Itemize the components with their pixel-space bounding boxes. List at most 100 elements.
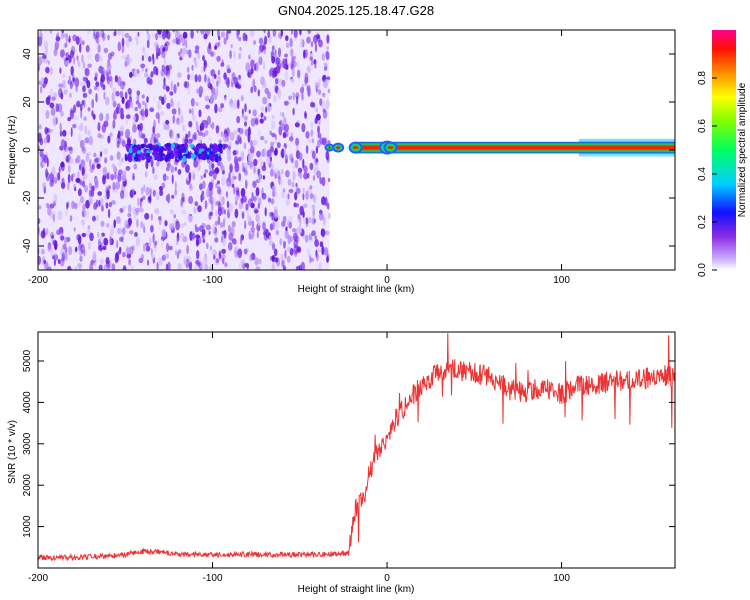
spectrogram-noise-cell	[44, 45, 49, 55]
spectrogram-noise-cell	[188, 120, 193, 128]
spectrogram-noise-cell	[241, 197, 244, 205]
spectrogram-noise-cell	[87, 225, 91, 230]
spectrogram-noise-cell	[81, 209, 87, 218]
spectrogram-noise-cell	[250, 146, 255, 154]
spectrogram-noise-cell	[68, 164, 71, 173]
spectrogram-noise-cell	[211, 51, 217, 57]
spectrogram-noise-cell	[267, 102, 271, 113]
spectrogram-noise-cell	[253, 158, 258, 167]
spectrogram-noise-cell	[127, 213, 131, 218]
spectrogram-noise-cell	[317, 89, 322, 96]
spectrogram-noise-cell	[176, 251, 180, 259]
spectrogram-signal-cell	[127, 155, 132, 160]
spectrogram-noise-cell	[236, 31, 240, 39]
spectrogram-noise-cell	[58, 166, 61, 174]
spectrogram-signal-cell	[124, 153, 128, 160]
spectrogram-noise-cell	[62, 79, 66, 89]
snr-x-axis: -200 -100 0 100	[28, 332, 570, 584]
spectrogram-noise-cell	[158, 95, 163, 101]
spectrogram-noise-cell	[114, 172, 117, 180]
spectrogram-noise-cell	[230, 103, 234, 108]
spectrogram-noise-cell	[72, 77, 76, 82]
spectrogram-signal-cell	[125, 143, 130, 151]
spectrogram-noise-cell	[135, 236, 140, 247]
spectrogram-noise-cell	[173, 84, 177, 94]
spectrogram-noise-cell	[235, 158, 239, 169]
spectrogram-noise-cell	[271, 132, 276, 138]
spectrogram-noise-cell	[96, 214, 99, 222]
spectrogram-signal-cell	[160, 153, 166, 157]
spectrogram-noise-cell	[151, 132, 157, 140]
spectrogram-noise-cell	[187, 138, 193, 145]
spectrogram-noise-cell	[285, 35, 289, 42]
spectrogram-signal-cell	[163, 147, 168, 152]
spectrogram-noise-cell	[119, 236, 124, 242]
spectrogram-noise-cell	[157, 100, 161, 110]
spectrogram-noise-cell	[280, 168, 284, 175]
spectrogram-noise-cell	[208, 181, 214, 191]
spectrogram-noise-cell	[322, 92, 326, 98]
spectrogram-noise-cell	[93, 152, 97, 158]
spectrogram-noise-cell	[89, 158, 92, 168]
spectrogram-noise-cell	[313, 218, 316, 224]
spectrogram-noise-cell	[310, 101, 315, 108]
y-tick-label: 4000	[22, 391, 33, 414]
spectrogram-noise-cell	[205, 104, 210, 110]
spectrogram-noise-cell	[142, 100, 145, 106]
spectrogram-noise-cell	[178, 223, 184, 229]
spectrogram-noise-cell	[53, 193, 58, 204]
spectrogram-signal-band	[354, 141, 675, 154]
spectrogram-noise-cell	[110, 200, 116, 205]
spectrogram-noise-cell	[315, 145, 318, 154]
spectrogram-noise-cell	[273, 140, 278, 145]
spectrogram-noise-cell	[95, 31, 100, 39]
spectrogram-noise-cell	[261, 192, 267, 200]
spectrogram-noise-cell	[106, 62, 112, 71]
spectrogram-noise-cell	[62, 129, 67, 137]
spectrogram-noise-cell	[177, 72, 182, 78]
spectrogram-noise-cell	[78, 125, 83, 131]
y-tick-label: 2000	[22, 474, 33, 497]
spectrogram-noise-cell	[243, 248, 248, 255]
spectrogram-noise-cell	[153, 174, 158, 181]
spectrogram-noise-cell	[194, 45, 200, 51]
spectrogram-noise-cell	[252, 59, 255, 66]
spectrogram-noise-cell	[297, 172, 301, 177]
spectrogram-noise-cell	[278, 121, 282, 126]
spectrogram-noise-cell	[314, 235, 318, 241]
spectrogram-noise-cell	[121, 44, 125, 54]
spectrogram-noise-cell	[201, 194, 205, 200]
spectrogram-noise-cell	[214, 45, 218, 50]
spectrogram-noise-cell	[271, 45, 275, 51]
y-tick-label: 0	[22, 147, 33, 153]
spectrogram-noise-cell	[192, 173, 195, 181]
spectrogram-noise-cell	[100, 151, 103, 158]
spectrogram-noise-cell	[166, 166, 170, 172]
spectrogram-noise-cell	[241, 211, 245, 219]
spectrogram-noise-cell	[177, 262, 182, 270]
spectrogram-noise-cell	[225, 77, 230, 85]
spectrogram-noise-cell	[104, 157, 108, 164]
spectrogram-noise-cell	[81, 40, 85, 45]
spectrogram-signal-cell	[198, 148, 205, 152]
spectrogram-noise-cell	[324, 196, 328, 207]
spectrogram-noise-cell	[186, 176, 190, 181]
spectrogram-noise-cell	[150, 71, 154, 78]
spectrogram-noise-cell	[108, 201, 112, 208]
spectrogram-noise-cell	[231, 183, 235, 188]
spectrogram-noise-cell	[325, 230, 330, 236]
y-tick-label: 3000	[22, 432, 33, 455]
spectrogram-noise-cell	[144, 109, 149, 118]
spectrogram-noise-cell	[125, 229, 128, 235]
spectrogram-noise-cell	[55, 103, 60, 113]
spectrogram-noise-cell	[181, 115, 184, 124]
spectrogram-noise-cell	[221, 206, 225, 215]
spectrogram-noise-cell	[63, 43, 67, 49]
spectrogram-noise-cell	[142, 223, 145, 231]
spectrogram-noise-cell	[69, 215, 73, 222]
spectrogram-noise-cell	[321, 176, 326, 187]
spectrogram-noise-cell	[298, 264, 302, 270]
spectrogram-noise-cell	[211, 163, 215, 169]
spectrogram-noise-cell	[165, 30, 169, 34]
